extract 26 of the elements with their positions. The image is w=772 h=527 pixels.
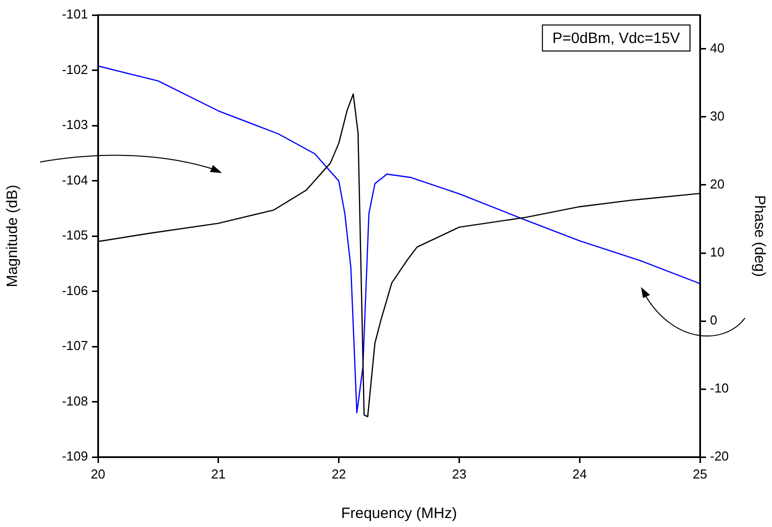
annotation: P=0dBm, Vdc=15V — [552, 30, 680, 48]
y-axis-title: Magnitude (dB) — [4, 184, 22, 288]
x-tick-label: 23 — [452, 466, 466, 482]
y2-tick-label: -20 — [710, 448, 729, 464]
y-tick-label: -102 — [62, 62, 88, 77]
y2-tick-label: 0 — [710, 312, 718, 328]
x-tick-label: 22 — [332, 466, 346, 482]
x-tick-label: 24 — [572, 466, 587, 482]
y-tick-label: -108 — [62, 393, 88, 408]
x-tick-label: 21 — [211, 466, 226, 482]
y2-tick-label: 10 — [710, 244, 724, 260]
y-tick-label: -107 — [62, 338, 88, 354]
y2-axis-title: Phase (deg) — [750, 195, 768, 277]
y-tick-label: -101 — [62, 6, 88, 22]
y2-tick-label: 30 — [710, 108, 724, 124]
x-tick-label: 25 — [692, 466, 708, 482]
y-tick-label: -103 — [62, 117, 88, 132]
y-tick-label: -105 — [62, 228, 88, 243]
y-tick-label: -106 — [62, 282, 88, 298]
x-tick-label: 20 — [90, 466, 106, 482]
y2-tick-label: -10 — [710, 380, 729, 396]
y2-tick-label: 40 — [710, 40, 724, 56]
y-tick-label: -109 — [62, 448, 88, 464]
y2-tick-label: 20 — [710, 176, 724, 192]
x-axis-title: Frequency (MHz) — [341, 505, 457, 522]
y-tick-label: -104 — [62, 172, 88, 188]
